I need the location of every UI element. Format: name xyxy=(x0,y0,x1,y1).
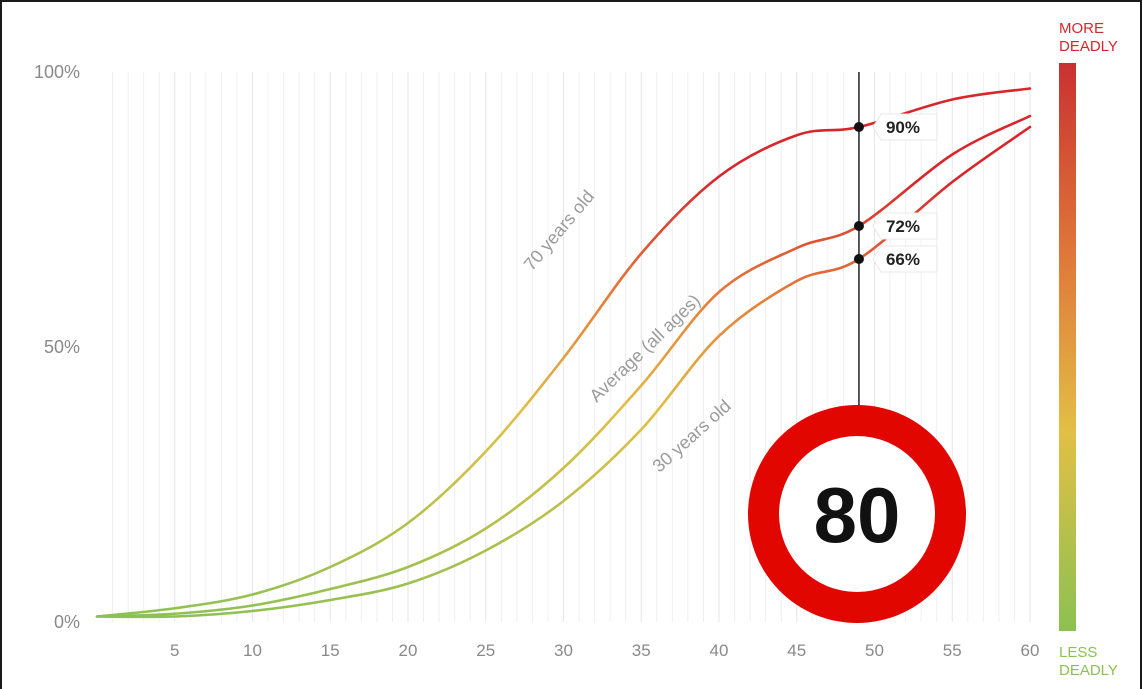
series-labels: 70 years old Average (all ages)30 years o… xyxy=(520,186,735,476)
speed-limit-sign: 80 xyxy=(748,405,966,623)
sign-face xyxy=(779,436,935,592)
x-tick-label: 60 xyxy=(1021,641,1040,660)
x-tick-label: 40 xyxy=(710,641,729,660)
x-tick-label: 35 xyxy=(632,641,651,660)
y-tick-label: 50% xyxy=(44,337,80,357)
x-tick-label: 45 xyxy=(787,641,806,660)
legend-bar xyxy=(1059,63,1076,631)
callout-box xyxy=(872,212,938,240)
x-tick-label: 5 xyxy=(170,641,179,660)
y-axis-ticks: 0% 50% 100% xyxy=(34,62,80,632)
x-axis-ticks: 5 10 15 20 25 30 35 40 45 50 55 60 xyxy=(170,641,1039,660)
x-tick-label: 25 xyxy=(476,641,495,660)
series-label: 30 years old xyxy=(649,396,735,476)
callout-label: 90% xyxy=(886,118,920,137)
y-tick-label: 0% xyxy=(54,612,80,632)
x-tick-label: 55 xyxy=(943,641,962,660)
callout-box xyxy=(872,113,938,141)
callout-dot xyxy=(853,221,864,231)
legend-more-deadly: DEADLY xyxy=(1059,38,1118,55)
series-label: Average (all ages) xyxy=(585,290,704,406)
series-30-years-old xyxy=(95,125,1032,619)
legend-more-deadly: MORE xyxy=(1059,20,1104,37)
x-tick-label: 50 xyxy=(865,641,884,660)
x-tick-label: 10 xyxy=(243,641,262,660)
legend-less-deadly: DEADLY xyxy=(1059,662,1118,679)
series-label: 70 years old xyxy=(520,186,598,274)
x-tick-label: 30 xyxy=(554,641,573,660)
callout-label: 66% xyxy=(886,250,920,269)
sign-speed-value: 80 xyxy=(814,471,901,559)
callouts: 90% 72% 66% xyxy=(853,113,938,273)
legend-less-deadly: LESS xyxy=(1059,644,1097,661)
callout-dot xyxy=(853,254,864,264)
x-tick-label: 15 xyxy=(321,641,340,660)
y-tick-label: 100% xyxy=(34,62,80,82)
callout-dot xyxy=(853,122,864,132)
callout-box xyxy=(872,245,938,273)
x-tick-label: 20 xyxy=(399,641,418,660)
callout-label: 72% xyxy=(886,217,920,236)
